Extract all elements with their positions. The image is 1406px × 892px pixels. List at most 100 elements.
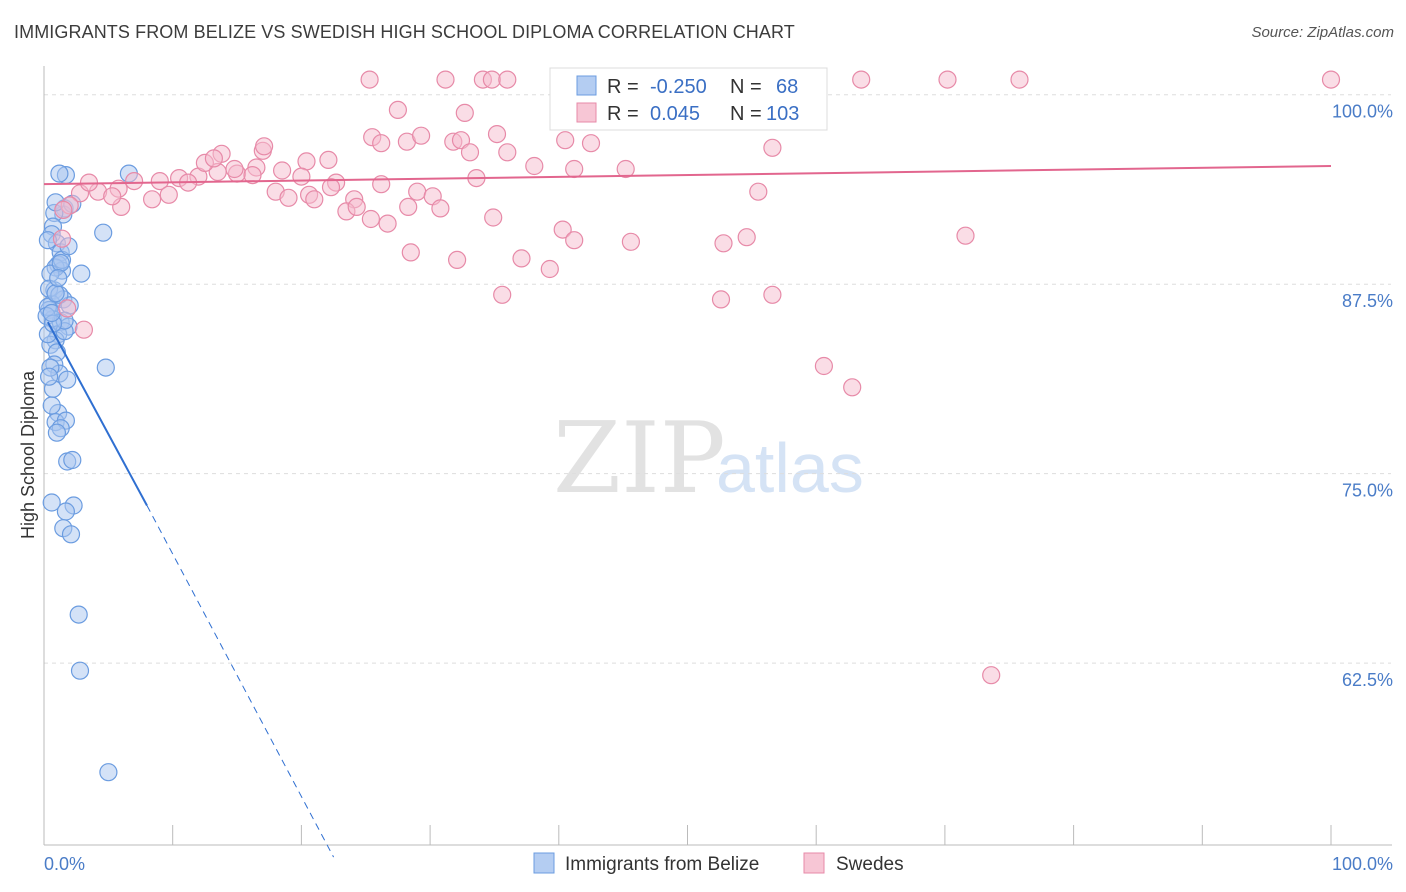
belize-point-66 xyxy=(42,303,61,323)
swedes-point-101 xyxy=(52,229,72,248)
swedes-point-67 xyxy=(305,190,324,209)
swedes-point-100 xyxy=(74,320,94,339)
swedes-point-37 xyxy=(273,161,292,180)
source-label: Source: ZipAtlas.com xyxy=(1251,24,1394,41)
swedes-point-96 xyxy=(814,356,834,376)
axes xyxy=(43,66,1392,846)
swedes-point-74 xyxy=(399,197,418,216)
swedes-point-17 xyxy=(1010,70,1029,89)
belize-point-47 xyxy=(94,223,113,242)
legend-swatch-belize xyxy=(576,75,597,96)
swedes-point-30 xyxy=(763,138,782,157)
belize-point-48 xyxy=(72,264,91,283)
swedes-point-18 xyxy=(1321,70,1341,89)
belize-point-40 xyxy=(56,502,76,521)
swedes-point-62 xyxy=(225,159,244,179)
swedes-point-78 xyxy=(616,159,635,179)
swedes-point-1 xyxy=(436,70,455,89)
y-tick-label-0: 100.0% xyxy=(1332,102,1393,122)
swedes-point-93 xyxy=(493,285,512,304)
swedes-point-29 xyxy=(581,134,601,153)
legend-item-belize-swatch xyxy=(533,852,555,874)
swedes-point-22 xyxy=(372,134,391,153)
belize-point-29 xyxy=(58,370,77,389)
legend-n-value-2: 103 xyxy=(766,103,799,125)
x-tick-label-1: 100.0% xyxy=(1332,854,1393,874)
y-tick-label-2: 75.0% xyxy=(1342,481,1393,501)
trend-lines xyxy=(43,164,1332,858)
y-tick-labels: 100.0% 87.5% 75.0% 62.5% xyxy=(1332,102,1393,690)
legend-n-label-2: N = xyxy=(730,103,762,125)
swedes-point-61 xyxy=(204,149,223,168)
swedes-point-99 xyxy=(58,299,77,318)
belize-point-45 xyxy=(99,763,118,782)
belize-point-37 xyxy=(63,450,82,470)
series-swedes-points xyxy=(52,70,1341,685)
swedes-point-34 xyxy=(297,152,316,171)
legend-item-swedes-swatch xyxy=(803,852,825,874)
swedes-point-31 xyxy=(498,143,517,162)
swedes-point-86 xyxy=(621,232,641,251)
watermark-zip: ZIP xyxy=(553,402,726,516)
series-belize-points xyxy=(37,164,138,782)
legend-n-label-1: N = xyxy=(730,76,762,98)
swedes-point-85 xyxy=(956,226,975,245)
swedes-point-88 xyxy=(361,209,380,229)
swedes-point-59 xyxy=(54,200,73,219)
swedes-point-92 xyxy=(540,259,559,279)
swedes-point-91 xyxy=(512,249,531,268)
belize-point-49 xyxy=(96,358,115,377)
swedes-point-65 xyxy=(279,188,298,207)
swedes-point-90 xyxy=(448,250,467,269)
belize-point-56 xyxy=(42,396,61,415)
swedes-point-35 xyxy=(319,150,338,169)
belize-point-44 xyxy=(70,661,90,680)
belize-point-1 xyxy=(50,164,69,183)
swedes-point-84 xyxy=(737,228,756,247)
swedes-point-3 xyxy=(482,70,501,89)
legend-swatch-swedes xyxy=(576,102,597,123)
swedes-point-20 xyxy=(455,103,474,123)
swedes-point-39 xyxy=(292,167,311,186)
legend-r-label-2: R = xyxy=(607,103,639,125)
y-tick-label-3: 62.5% xyxy=(1342,670,1393,690)
swedes-point-77 xyxy=(565,159,584,179)
swedes-point-15 xyxy=(852,70,871,89)
swedes-point-87 xyxy=(378,214,397,233)
y-axis-label: High School Diploma xyxy=(18,370,38,539)
swedes-point-41 xyxy=(372,175,391,194)
swedes-point-89 xyxy=(401,243,420,262)
swedes-point-98 xyxy=(982,666,1001,685)
swedes-point-47 xyxy=(150,172,169,191)
swedes-point-76 xyxy=(525,156,544,176)
swedes-point-27 xyxy=(487,125,507,144)
series-legend: Immigrants from Belize Swedes xyxy=(533,852,904,875)
swedes-point-82 xyxy=(565,231,584,250)
swedes-point-57 xyxy=(103,187,122,206)
watermark: ZIP atlas xyxy=(553,402,864,516)
legend-r-value-1: -0.250 xyxy=(650,76,707,98)
swedes-point-26 xyxy=(451,131,471,150)
swedes-point-71 xyxy=(347,197,366,216)
swedes-point-19 xyxy=(388,100,407,120)
trend-line-belize-extension xyxy=(146,505,335,858)
swedes-point-83 xyxy=(714,234,733,253)
swedes-point-94 xyxy=(711,290,731,309)
belize-point-43 xyxy=(69,605,88,624)
swedes-point-80 xyxy=(484,208,503,227)
legend-r-value-2: 0.045 xyxy=(650,103,700,125)
swedes-point-55 xyxy=(143,190,162,209)
swedes-point-81 xyxy=(553,220,572,239)
swedes-point-32 xyxy=(460,143,480,162)
swedes-point-102 xyxy=(159,185,178,204)
swedes-point-48 xyxy=(125,172,144,191)
trend-line-swedes xyxy=(43,164,1332,186)
trend-line-belize xyxy=(46,321,148,506)
legend-item-swedes-label: Swedes xyxy=(836,854,904,875)
swedes-point-75 xyxy=(431,199,450,218)
belize-point-67 xyxy=(49,269,68,288)
swedes-point-0 xyxy=(360,70,379,89)
swedes-point-79 xyxy=(749,182,768,201)
belize-point-35 xyxy=(47,423,67,442)
